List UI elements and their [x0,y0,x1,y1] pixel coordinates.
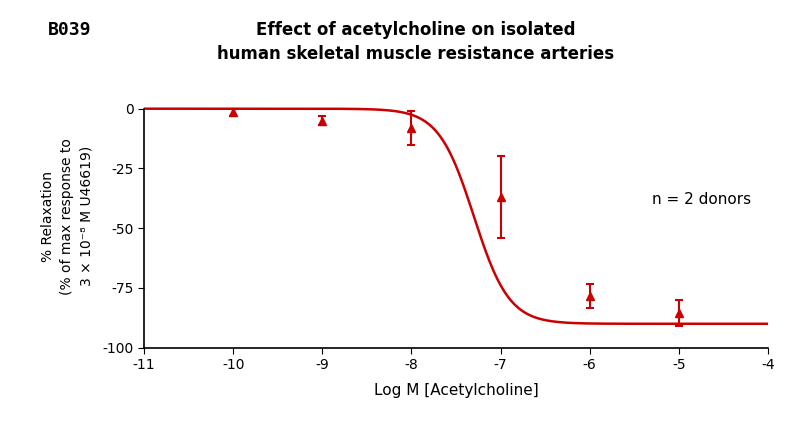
Text: B039: B039 [48,21,91,39]
Text: Effect of acetylcholine on isolated
human skeletal muscle resistance arteries: Effect of acetylcholine on isolated huma… [218,21,614,63]
Y-axis label: % Relaxation
(% of max response to
3 × 10⁻⁸ M U46619): % Relaxation (% of max response to 3 × 1… [41,138,94,295]
X-axis label: Log M [Acetylcholine]: Log M [Acetylcholine] [374,383,538,398]
Text: n = 2 donors: n = 2 donors [652,192,751,207]
